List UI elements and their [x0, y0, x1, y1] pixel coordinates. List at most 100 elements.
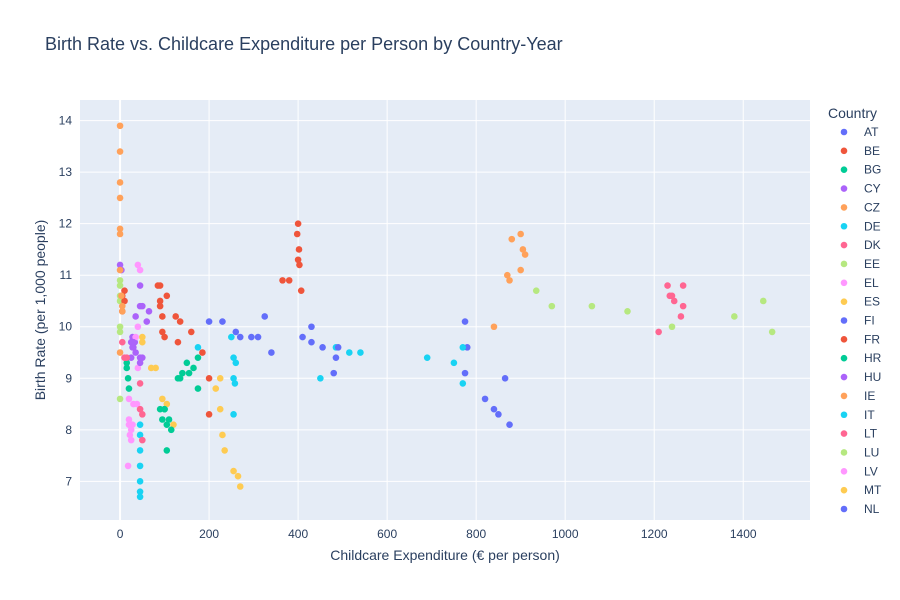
data-point: [139, 436, 146, 444]
data-point: [230, 467, 237, 475]
data-point: [163, 447, 171, 454]
data-point: [216, 405, 224, 413]
data-point: [205, 374, 213, 382]
data-point: [261, 313, 269, 320]
data-point: [664, 282, 671, 289]
data-point: [230, 374, 237, 382]
legend-item-hr[interactable]: HR: [840, 351, 882, 365]
legend-marker: [840, 279, 848, 287]
data-point: [176, 318, 184, 325]
legend-item-es[interactable]: ES: [840, 295, 880, 309]
data-point: [296, 261, 303, 269]
data-point: [134, 323, 142, 331]
data-point: [116, 261, 124, 269]
legend-item-it[interactable]: IT: [840, 408, 876, 422]
data-point: [116, 323, 124, 331]
data-point: [254, 333, 262, 341]
data-point: [461, 369, 469, 377]
x-tick-label: 200: [199, 527, 219, 541]
data-point: [132, 313, 139, 320]
data-point: [136, 462, 144, 470]
legend-item-de[interactable]: DE: [840, 219, 881, 233]
data-point: [216, 374, 224, 382]
data-point: [668, 323, 676, 331]
x-tick-label: 1200: [641, 527, 668, 541]
legend-label: HR: [864, 351, 882, 365]
legend-item-lv[interactable]: LV: [840, 464, 878, 478]
data-point: [759, 297, 767, 305]
chart-title: Birth Rate vs. Childcare Expenditure per…: [45, 34, 563, 54]
data-point: [423, 354, 431, 361]
legend-item-lt[interactable]: LT: [840, 427, 878, 441]
series-ie: [116, 292, 126, 356]
y-tick-label: 12: [59, 217, 73, 231]
data-point: [134, 261, 142, 269]
legend-item-lu[interactable]: LU: [840, 445, 880, 459]
legend-label: LT: [864, 427, 878, 441]
legend-item-fr[interactable]: FR: [840, 332, 881, 346]
legend-item-dk[interactable]: DK: [840, 238, 881, 252]
data-point: [521, 251, 529, 258]
data-point: [187, 328, 195, 336]
data-point: [205, 318, 213, 325]
legend-marker: [840, 486, 848, 494]
data-point: [668, 292, 676, 300]
data-point: [461, 318, 469, 325]
legend-item-ee[interactable]: EE: [840, 257, 880, 271]
legend-marker: [840, 260, 848, 268]
data-point: [308, 338, 315, 346]
x-tick-label: 400: [288, 527, 308, 541]
data-point: [136, 282, 144, 289]
data-point: [116, 179, 124, 186]
data-point: [481, 395, 489, 403]
data-point: [116, 277, 124, 284]
legend[interactable]: Country AT BE BG CY CZ DE DK EE EL ES FI FR HR HU IE IT…: [828, 105, 882, 516]
data-point: [504, 271, 511, 279]
data-point: [219, 431, 226, 439]
data-point: [116, 266, 124, 274]
legend-label: LU: [864, 445, 879, 459]
series-at: [232, 313, 275, 356]
legend-item-hu[interactable]: HU: [840, 370, 882, 384]
legend-item-cy[interactable]: CY: [840, 182, 881, 196]
data-point: [125, 421, 133, 428]
data-point: [236, 333, 244, 341]
legend-item-cz[interactable]: CZ: [840, 200, 880, 214]
series-be: [279, 220, 305, 294]
legend-label: DE: [864, 219, 881, 233]
data-point: [232, 359, 240, 367]
data-point: [136, 359, 144, 367]
legend-marker: [840, 204, 848, 211]
data-point: [159, 395, 166, 403]
data-point: [297, 287, 305, 294]
data-point: [299, 333, 306, 341]
data-point: [508, 235, 516, 243]
data-point: [285, 277, 293, 284]
data-point: [139, 411, 146, 418]
legend-item-be[interactable]: BE: [840, 144, 880, 158]
data-point: [130, 338, 137, 346]
data-point: [125, 416, 133, 423]
legend-item-at[interactable]: AT: [840, 125, 879, 139]
data-point: [677, 313, 685, 320]
legend-item-nl[interactable]: NL: [840, 502, 880, 516]
data-point: [194, 354, 202, 361]
legend-item-fi[interactable]: FI: [840, 314, 875, 328]
x-tick-label: 1000: [552, 527, 579, 541]
data-point: [670, 297, 678, 305]
legend-item-ie[interactable]: IE: [840, 389, 876, 403]
data-point: [165, 416, 173, 423]
legend-marker: [840, 222, 848, 230]
data-point: [143, 318, 151, 325]
data-point: [232, 328, 240, 336]
legend-item-bg[interactable]: BG: [840, 163, 882, 177]
legend-item-mt[interactable]: MT: [840, 483, 882, 497]
data-point: [230, 411, 237, 418]
data-point: [116, 148, 124, 155]
data-point: [118, 302, 126, 310]
data-point: [125, 385, 133, 392]
data-point: [127, 436, 135, 444]
legend-item-el[interactable]: EL: [840, 276, 879, 290]
legend-label: EL: [864, 276, 879, 290]
data-point: [308, 323, 315, 331]
